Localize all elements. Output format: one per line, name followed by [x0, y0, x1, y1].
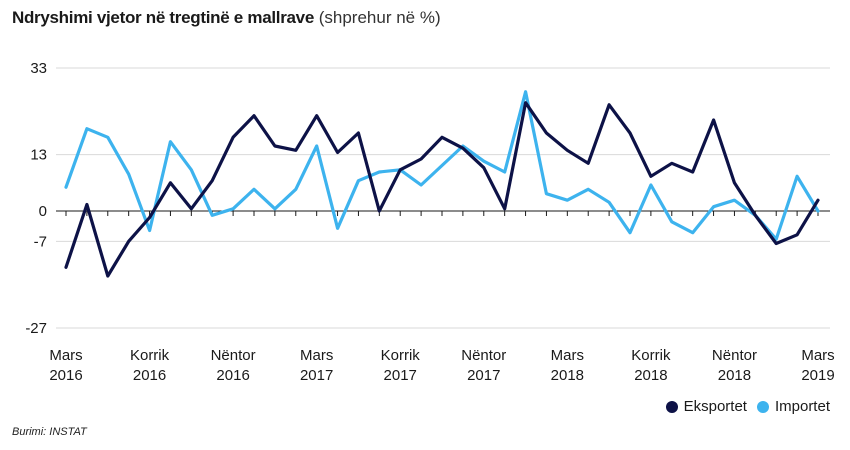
y-tick-label: -7: [34, 233, 47, 250]
chart-title-main: Ndryshimi vjetor në tregtinë e mallrave: [12, 8, 314, 27]
x-tick-label: Nëntor 2018: [712, 347, 757, 384]
x-tick-label: Nëntor 2017: [461, 347, 506, 384]
chart-legend: Eksportet Importet: [665, 398, 830, 415]
legend-item-exports: Eksportet: [665, 398, 747, 415]
legend-swatch-imports: [756, 400, 769, 413]
source-note: Burimi: INSTAT: [12, 426, 87, 438]
chart-title: Ndryshimi vjetor në tregtinë e mallrave …: [12, 8, 441, 28]
y-tick-label: 13: [30, 147, 47, 164]
legend-label-exports: Eksportet: [683, 398, 747, 415]
x-tick-label: Mars 2016: [49, 347, 82, 384]
chart-title-unit: (shprehur në %): [318, 8, 441, 27]
x-tick-label: Mars 2019: [801, 347, 834, 384]
y-tick-label: 0: [39, 203, 47, 220]
x-tick-label: Mars 2018: [551, 347, 584, 384]
series-line-imports: [64, 90, 820, 241]
x-tick-label: Korrik 2018: [631, 347, 671, 384]
x-tick-label: Korrik 2017: [381, 347, 421, 384]
series-line-exports: [64, 101, 820, 278]
x-tick-label: Korrik 2016: [130, 347, 170, 384]
legend-label-imports: Importet: [774, 398, 830, 415]
x-tick-label: Mars 2017: [300, 347, 333, 384]
legend-swatch-exports: [665, 400, 678, 413]
legend-item-imports: Importet: [756, 398, 830, 415]
y-tick-label: 33: [30, 60, 47, 77]
x-tick-label: Nëntor 2016: [211, 347, 256, 384]
y-tick-label: -27: [25, 320, 47, 337]
